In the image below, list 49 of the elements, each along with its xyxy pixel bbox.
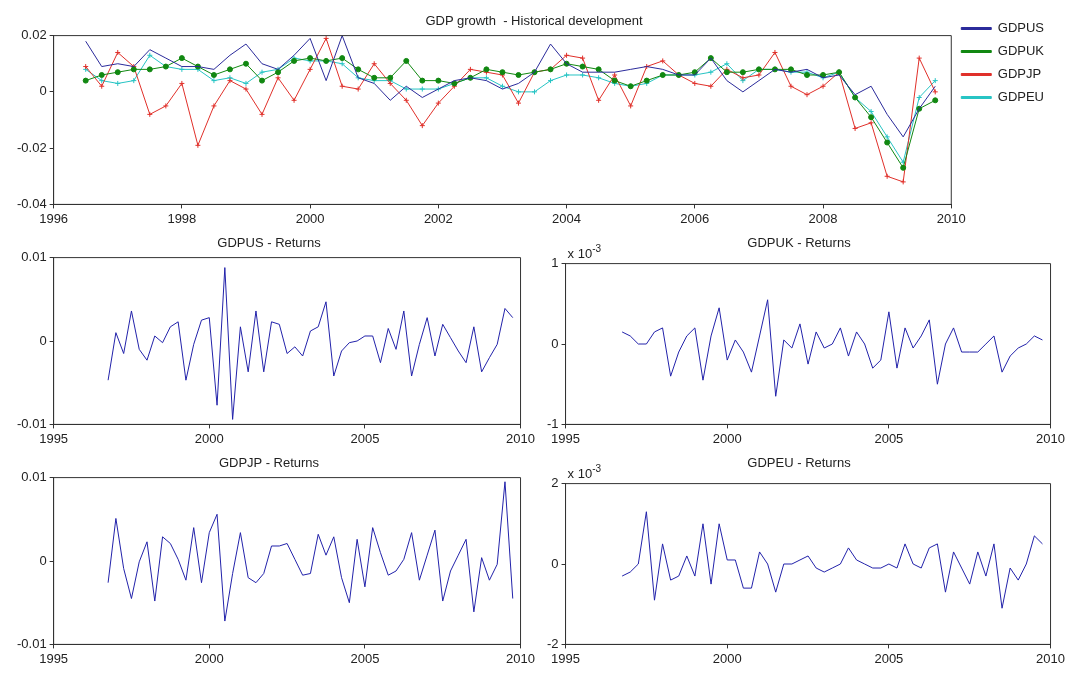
y-tick-label: 0: [39, 83, 47, 99]
chart-title: GDPUK - Returns: [747, 235, 852, 251]
chart-title: GDP growth - Historical development: [425, 13, 643, 29]
y-tick-label: 0: [39, 552, 47, 568]
x-tick-label: 2010: [506, 650, 535, 666]
x-tick-label: 1995: [39, 430, 69, 446]
legend-label: GDPUS: [997, 20, 1045, 36]
y-tick-label: 2: [551, 475, 559, 491]
y-tick-label: 0: [39, 332, 47, 348]
x-tick-label: 2000: [295, 210, 325, 226]
y-tick-label: -1: [547, 415, 559, 431]
x-tick-label: 1995: [551, 430, 581, 446]
x-tick-label: 2000: [194, 650, 224, 666]
y-tick-label: 0.01: [21, 469, 47, 485]
chart-title: GDPEU - Returns: [747, 455, 852, 471]
y-tick-label: -0.02: [16, 139, 47, 155]
x-tick-label: 1995: [551, 650, 581, 666]
y-tick-label: 0.02: [21, 27, 47, 43]
y-tick-label: -2: [547, 635, 559, 651]
y-tick-label: -0.01: [16, 635, 47, 651]
x-tick-label: 2004: [552, 210, 582, 226]
y-tick-label: 0: [551, 555, 559, 571]
x-tick-label: 2010: [506, 430, 535, 446]
x-tick-label: 2010: [1036, 430, 1065, 446]
legend-label: GDPEU: [997, 89, 1044, 105]
x-tick-label: 1995: [39, 650, 69, 666]
chart-title: GDPUS - Returns: [217, 235, 322, 251]
y-tick-label: 1: [551, 255, 559, 271]
x-tick-label: 2000: [712, 430, 742, 446]
legend-label: GDPUK: [997, 43, 1045, 59]
x-tick-label: 1998: [167, 210, 197, 226]
x-tick-label: 1996: [39, 210, 69, 226]
y-tick-label: -0.04: [16, 195, 47, 211]
y-tick-label: 0.01: [21, 249, 47, 265]
y-tick-label: 0: [551, 335, 559, 351]
x-tick-label: 2006: [680, 210, 710, 226]
x-tick-label: 2010: [1036, 650, 1065, 666]
x-tick-label: 2005: [350, 430, 380, 446]
chart-title: GDPJP - Returns: [218, 455, 320, 471]
x-tick-label: 2008: [808, 210, 838, 226]
x-tick-label: 2005: [874, 430, 904, 446]
y-tick-label: -0.01: [16, 415, 47, 431]
x-tick-label: 2005: [874, 650, 904, 666]
x-tick-label: 2005: [350, 650, 380, 666]
x-tick-label: 2000: [712, 650, 742, 666]
x-tick-label: 2010: [936, 210, 966, 226]
x-tick-label: 2002: [423, 210, 453, 226]
x-tick-label: 2000: [194, 430, 224, 446]
legend-label: GDPJP: [997, 66, 1042, 82]
